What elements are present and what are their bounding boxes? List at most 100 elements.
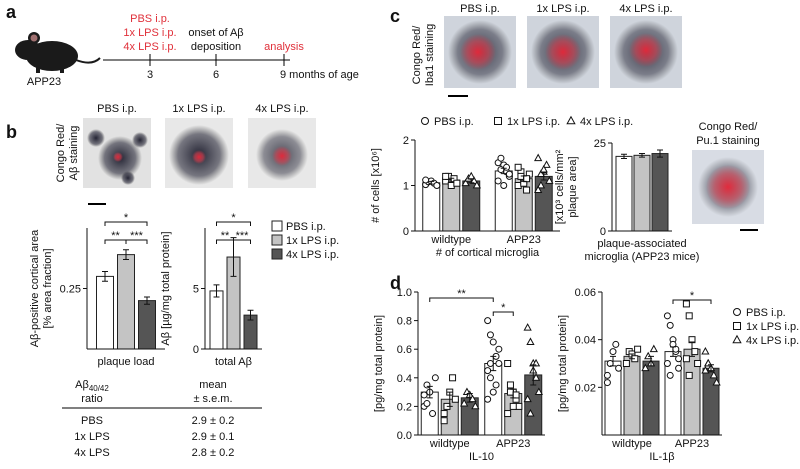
table-cell: 2.8 ± 0.2 — [192, 447, 235, 459]
y-tick-label: 0.06 — [575, 287, 596, 299]
significance-bracket — [429, 297, 494, 302]
error-bar — [428, 180, 435, 185]
x-axis-title: # of cortical microglia — [436, 247, 540, 259]
legend-marker — [733, 322, 741, 330]
legend-marker — [421, 117, 429, 125]
y-axis-title: [% area fraction] — [42, 248, 54, 328]
data-point — [663, 360, 671, 367]
data-point — [420, 391, 428, 399]
significance-label: ** — [457, 288, 466, 300]
error-bar — [123, 249, 129, 260]
event-label: onset of Aβ — [188, 27, 243, 39]
x-axis-title: plaque-associated — [597, 238, 686, 250]
error-bar — [446, 391, 453, 407]
treatment-label: PBS i.p. — [130, 13, 170, 25]
error-bar — [689, 341, 695, 357]
legend-label: 1x LPS i.p. — [746, 321, 799, 333]
y-axis-title: Aβ-positive cortical area — [29, 229, 41, 347]
data-point — [523, 394, 532, 403]
data-point — [486, 360, 494, 367]
panel-label: c — [390, 6, 400, 26]
error-bar — [629, 353, 635, 360]
significance-label: * — [690, 290, 695, 302]
legend-marker — [732, 334, 742, 344]
data-point — [471, 401, 480, 410]
legend-marker — [494, 117, 502, 125]
panel-label: b — [6, 122, 17, 142]
x-tick-label: wildtype — [430, 234, 471, 246]
legend-label: PBS i.p. — [434, 116, 474, 128]
data-point — [545, 176, 554, 184]
significance-bracket — [104, 221, 148, 226]
significance-bracket — [216, 221, 251, 226]
error-bar — [213, 284, 220, 298]
data-point — [694, 360, 702, 367]
timeline-tick: 3 — [147, 69, 153, 81]
significance-label: *** — [236, 230, 250, 242]
legend-label: 1x LPS i.p. — [286, 235, 339, 247]
bar — [117, 254, 135, 350]
y-tick-label: 0.2 — [397, 401, 412, 413]
y-axis-title: # of cells [x10⁶] — [370, 148, 382, 223]
data-point — [492, 381, 500, 389]
bar — [651, 153, 669, 232]
data-point — [484, 317, 492, 325]
data-point — [504, 360, 512, 367]
data-point — [523, 186, 531, 194]
y-axis-title: [pg/mg total protein] — [557, 315, 569, 412]
micrograph — [83, 118, 316, 205]
data-point — [644, 351, 653, 360]
panel-label: d — [390, 273, 401, 293]
micrograph — [444, 16, 764, 231]
data-point — [460, 398, 469, 407]
legend-swatch — [271, 248, 283, 260]
data-point — [484, 367, 492, 375]
data-point — [509, 402, 517, 410]
bar — [462, 180, 481, 232]
image-label: 4x LPS i.p. — [255, 103, 308, 115]
y-tick-label: 0.02 — [575, 382, 596, 394]
significance-bracket — [492, 311, 514, 316]
data-point — [442, 172, 450, 180]
data-point — [489, 388, 497, 396]
data-point — [634, 345, 642, 353]
data-point — [701, 366, 710, 374]
data-point — [526, 337, 535, 345]
error-bar — [657, 149, 663, 158]
bar — [623, 355, 641, 436]
y-axis-title: [x10³ cells/mm² — [554, 149, 566, 224]
analysis-label: analysis — [264, 41, 304, 53]
legend-marker — [733, 308, 741, 316]
significance-bracket — [672, 299, 712, 304]
legend-label: 4x LPS i.p. — [286, 249, 339, 261]
error-bar — [144, 296, 150, 305]
data-point — [685, 371, 693, 379]
error-bar — [621, 153, 627, 159]
y-tick-label: 0 — [403, 226, 409, 238]
y-tick-label: 0 — [193, 344, 199, 356]
x-tick-label: wildtype — [429, 438, 470, 450]
treatment-label: 1x LPS i.p. — [123, 27, 176, 39]
image-label: PBS i.p. — [97, 103, 137, 115]
bar — [642, 360, 660, 436]
data-point — [675, 364, 683, 372]
data-point — [709, 370, 718, 379]
y-tick-label: 1 — [403, 181, 409, 193]
significance-bracket — [125, 239, 148, 244]
panel-label: a — [6, 2, 17, 22]
data-point — [526, 408, 535, 417]
y-tick-label: 0.04 — [575, 335, 596, 347]
data-point — [682, 300, 690, 308]
legend-label: 1x LPS i.p. — [507, 116, 560, 128]
table-cell: 2.9 ± 0.1 — [192, 431, 235, 443]
error-bar — [639, 153, 645, 158]
table-cell: 1x LPS — [74, 431, 109, 443]
error-bar — [510, 388, 517, 399]
table-cell: PBS — [81, 415, 103, 427]
table-header-sub: 40/42 — [89, 384, 110, 393]
timeline-tick: 9 months of age — [280, 69, 359, 81]
data-point — [449, 374, 457, 382]
significance-label: ** — [221, 230, 230, 242]
error-bar — [540, 172, 547, 181]
